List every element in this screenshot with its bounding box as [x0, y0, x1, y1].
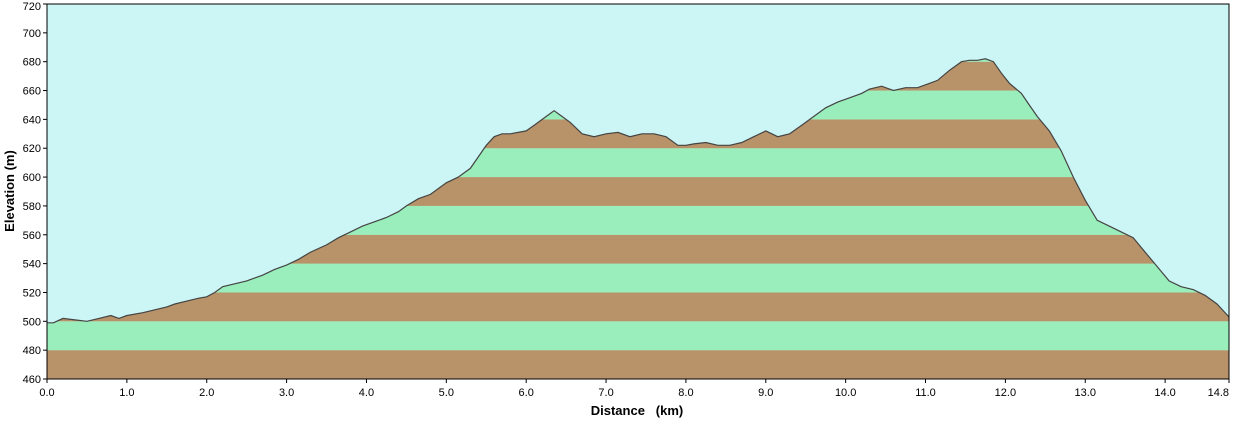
x-tick-label: 14.8	[1208, 387, 1229, 399]
profile-line	[47, 58, 1230, 324]
y-tick-label: 480	[23, 345, 41, 357]
plot-frame	[46, 3, 1230, 380]
x-axis: 0.0 1.0 2.0 3.0 4.0 5.0 6.0 7.0 8.0 9.0 10.0 11.0 12…	[39, 379, 1230, 399]
y-tick-label: 620	[23, 143, 41, 155]
x-tick-label: 6.0	[519, 387, 534, 399]
y-axis-title: Elevation (m)	[2, 150, 17, 232]
x-tick-label: 10.0	[835, 387, 856, 399]
x-tick-label: 0.0	[39, 387, 54, 399]
y-tick-label: 520	[23, 287, 41, 299]
y-tick-label: 680	[23, 57, 41, 69]
x-tick-label: 13.0	[1075, 387, 1096, 399]
x-tick-label: 1.0	[119, 387, 134, 399]
y-tick-label: 600	[23, 172, 41, 184]
y-tick-label: 660	[23, 86, 41, 98]
x-tick-label: 8.0	[678, 387, 693, 399]
x-tick-label: 12.0	[995, 387, 1016, 399]
elevation-band	[47, 292, 1229, 322]
y-tick-label: 540	[23, 259, 41, 271]
x-axis-title: Distance (km)	[591, 403, 683, 418]
elevation-band	[47, 350, 1229, 379]
y-tick-label: 640	[23, 114, 41, 126]
y-tick-label: 700	[23, 28, 41, 40]
y-tick-label: 720	[23, 1, 41, 13]
x-tick-label: 5.0	[439, 387, 454, 399]
y-tick-label: 460	[23, 374, 41, 386]
x-tick-label: 7.0	[598, 387, 613, 399]
y-tick-label: 560	[23, 230, 41, 242]
elevation-band	[47, 321, 1229, 351]
y-tick-label: 580	[23, 201, 41, 213]
x-tick-label: 2.0	[199, 387, 214, 399]
y-tick-label: 500	[23, 316, 41, 328]
x-tick-label: 9.0	[758, 387, 773, 399]
x-tick-label: 3.0	[279, 387, 294, 399]
x-tick-label: 14.0	[1154, 387, 1175, 399]
x-tick-label: 11.0	[915, 387, 936, 399]
x-tick-label: 4.0	[359, 387, 374, 399]
y-axis: 460 480 500 520 540 560 580 600 620 640 660 680 700 7…	[23, 1, 47, 386]
